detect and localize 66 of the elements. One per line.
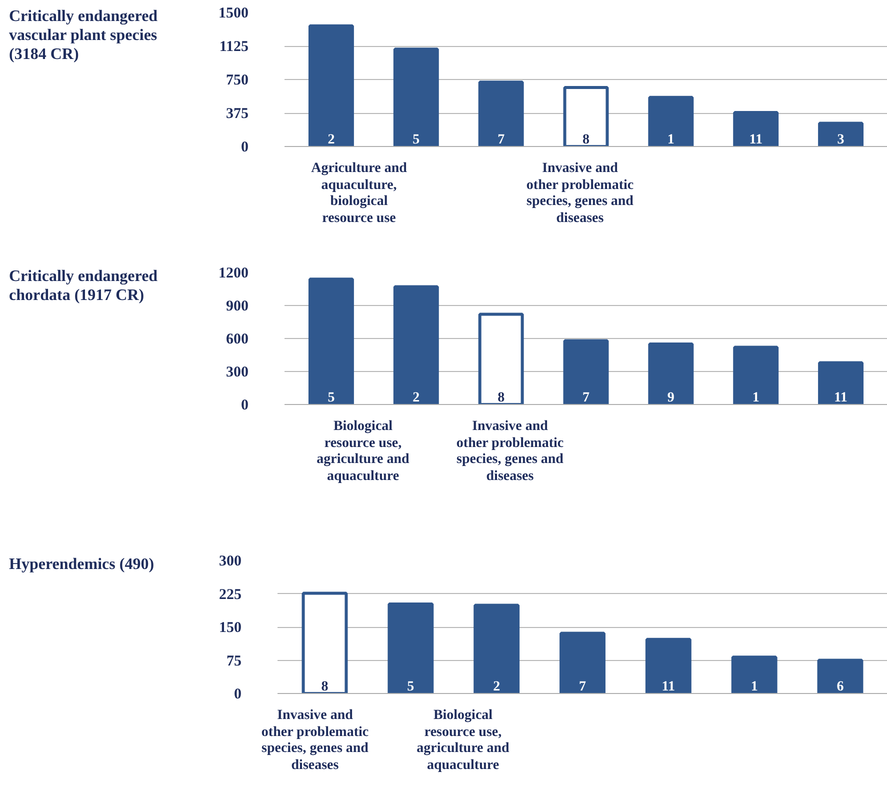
x-tick-label: 11 <box>749 132 762 148</box>
x-tick-label: 7 <box>579 680 586 694</box>
bar <box>393 285 439 404</box>
text: Biological resource use, agriculture and aquaculture <box>316 419 410 486</box>
y-tick-label: 300 <box>226 364 248 380</box>
x-tick-label: 5 <box>407 680 414 694</box>
x-tick-label: 7 <box>498 132 505 148</box>
y-tick-label: 150 <box>219 620 242 636</box>
bar <box>648 96 694 146</box>
x-tick-label: 8 <box>498 390 505 406</box>
bar <box>308 24 354 146</box>
bar <box>563 339 609 404</box>
x-tick-label: 5 <box>328 390 335 406</box>
x-tick-label: 2 <box>328 132 335 148</box>
y-tick-label: 75 <box>226 653 242 670</box>
x-tick-label: 8 <box>321 680 328 694</box>
bar <box>648 342 694 404</box>
x-tick-label: 2 <box>412 390 420 406</box>
bar <box>302 592 348 694</box>
text: Invasive and other problematic species, genes and diseases <box>455 419 565 486</box>
x-tick-label: 1 <box>750 680 758 694</box>
y-tick-label: 0 <box>241 398 248 414</box>
text: Critically endangered chordata (1917 CR) <box>9 267 158 306</box>
x-tick-label: 11 <box>834 390 848 406</box>
y-tick-label: 1125 <box>219 39 249 55</box>
x-tick-label: 2 <box>493 680 500 694</box>
bar <box>733 111 779 146</box>
x-tick-label: 1 <box>667 132 674 148</box>
x-tick-label: 1 <box>752 390 760 406</box>
bar <box>478 312 524 404</box>
bar <box>818 361 864 404</box>
x-tick-label: 9 <box>667 390 674 406</box>
y-tick-label: 0 <box>241 140 248 156</box>
text: Invasive and other problematic species, genes and diseases <box>525 161 635 228</box>
bar <box>474 604 520 694</box>
text: Invasive and other problematic species, genes and diseases <box>260 708 370 774</box>
bar <box>393 48 439 146</box>
y-tick-label: 1200 <box>218 266 248 282</box>
y-tick-label: 225 <box>219 586 242 603</box>
text: Agriculture and aquaculture, biological resource use <box>310 161 408 228</box>
y-tick-label: 0 <box>234 686 242 702</box>
y-tick-label: 600 <box>226 332 248 348</box>
x-tick-label: 7 <box>582 390 590 406</box>
x-tick-label: 5 <box>412 132 420 148</box>
bar <box>731 656 778 694</box>
bar <box>560 632 606 694</box>
y-tick-label: 375 <box>226 106 248 122</box>
text: Biological resource use, agriculture and aquaculture <box>416 708 510 774</box>
y-tick-label: 900 <box>226 298 248 314</box>
x-tick-label: 8 <box>582 132 590 148</box>
text: Critically endangered vascular plant species (3184 CR) <box>9 7 158 65</box>
x-tick-label: 11 <box>662 680 676 694</box>
bar <box>478 80 524 146</box>
y-tick-label: 750 <box>226 72 248 88</box>
bar <box>817 658 864 694</box>
text: Hyperendemics (490) <box>9 555 154 574</box>
bar <box>733 346 779 404</box>
y-tick-label: 1500 <box>218 6 248 22</box>
bar <box>645 638 692 694</box>
y-tick-label: 300 <box>219 554 242 570</box>
x-tick-label: 6 <box>836 680 844 694</box>
x-tick-label: 3 <box>837 132 844 148</box>
bar <box>818 122 864 146</box>
bar <box>388 602 434 694</box>
bar <box>563 86 609 146</box>
bar <box>308 278 354 404</box>
